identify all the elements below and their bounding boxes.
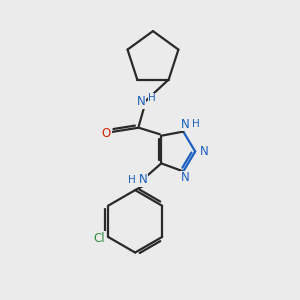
Text: H: H xyxy=(128,175,135,185)
Text: H: H xyxy=(148,93,156,103)
Text: H: H xyxy=(192,119,200,129)
Text: N: N xyxy=(180,171,189,184)
Text: N: N xyxy=(137,95,146,108)
Text: N: N xyxy=(139,173,148,186)
Text: N: N xyxy=(180,118,189,130)
Text: O: O xyxy=(102,127,111,140)
Text: N: N xyxy=(200,145,208,158)
Text: Cl: Cl xyxy=(93,232,105,245)
